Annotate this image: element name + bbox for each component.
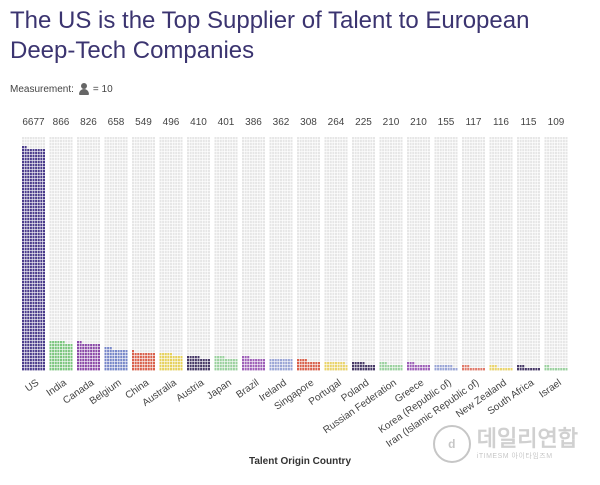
column-background-3 (104, 137, 128, 371)
value-label: 115 (521, 117, 537, 128)
value-label: 496 (163, 117, 180, 128)
value-label: 362 (273, 117, 290, 128)
x-axis-label: Talent Origin Country (248, 456, 352, 467)
column-background-14 (407, 137, 430, 371)
column-background-9 (269, 137, 293, 371)
bar-brazil[interactable] (242, 356, 265, 371)
column-background-18 (517, 137, 540, 371)
value-label: 109 (548, 117, 565, 128)
bar-greece[interactable] (407, 362, 430, 371)
value-label: 117 (466, 117, 482, 128)
column-background-16 (462, 137, 485, 371)
bar-south-africa[interactable] (517, 365, 540, 371)
column-background-4 (132, 137, 155, 371)
column-background-11 (324, 137, 348, 371)
watermark-sub-text: iTIMESM 아이타임즈M (476, 453, 553, 460)
chart-title: The US is the Top Supplier of Talent to … (10, 7, 530, 64)
value-label: 155 (438, 117, 455, 128)
column-background-8 (242, 137, 265, 371)
bar-portugal[interactable] (324, 362, 348, 371)
measurement-unit: = 10 (92, 83, 113, 95)
column-background-10 (297, 137, 320, 371)
category-label: US (24, 377, 42, 394)
value-label: 401 (218, 117, 235, 128)
category-label: Austria (174, 377, 206, 404)
column-background-5 (159, 137, 183, 371)
category-label: Japan (205, 377, 234, 402)
column-background-6 (187, 137, 210, 371)
watermark-main-text: 데일리연합 (476, 426, 578, 451)
value-label: 549 (135, 117, 152, 128)
bar-poland[interactable] (352, 362, 375, 371)
value-label: 210 (410, 117, 427, 128)
bar-austria[interactable] (187, 356, 210, 371)
value-label: 264 (328, 117, 345, 128)
value-label: 116 (493, 117, 509, 128)
bar-ireland[interactable] (269, 359, 293, 371)
bar-russian-federation[interactable] (379, 362, 403, 371)
value-label: 410 (190, 117, 207, 128)
bar-singapore[interactable] (297, 359, 320, 371)
value-label: 225 (355, 117, 372, 128)
measurement-label: Measurement: (10, 83, 74, 95)
bar-canada[interactable] (77, 341, 100, 371)
category-label: Israel (537, 377, 563, 400)
value-label: 210 (383, 117, 400, 128)
value-label: 658 (108, 117, 125, 128)
column-background-13 (379, 137, 403, 371)
value-label: 308 (300, 117, 317, 128)
bar-us[interactable] (22, 146, 45, 371)
value-label: 866 (53, 117, 70, 128)
column-background-19 (544, 137, 568, 371)
column-background-2 (77, 137, 100, 371)
column-background-15 (434, 137, 458, 371)
bar-japan[interactable] (214, 356, 238, 371)
column-background-1 (49, 137, 73, 371)
watermark-logo-icon: d (432, 425, 471, 463)
bar-korea-republic-of-[interactable] (434, 365, 458, 371)
bar-australia[interactable] (159, 353, 183, 371)
person-icon (78, 83, 89, 95)
bar-iran-islamic-republic-of-[interactable] (462, 365, 485, 371)
bar-belgium[interactable] (104, 347, 128, 371)
bar-israel[interactable] (544, 365, 568, 371)
value-label: 826 (80, 117, 97, 128)
category-label: Brazil (234, 377, 261, 400)
pictogram-chart: 6677US866India826Canada658Belgium549Chin… (22, 117, 568, 450)
column-background-12 (352, 137, 375, 371)
value-label: 386 (245, 117, 262, 128)
measurement-legend: Measurement: = 10 (10, 83, 113, 95)
column-background-7 (214, 137, 238, 371)
category-label: Belgium (88, 377, 124, 407)
column-background-17 (489, 137, 513, 371)
bar-china[interactable] (132, 350, 155, 371)
bar-india[interactable] (49, 341, 73, 371)
watermark: d 데일리연합 iTIMESM 아이타임즈M (432, 425, 578, 463)
value-label: 6677 (22, 117, 45, 128)
bar-new-zealand[interactable] (489, 365, 513, 371)
